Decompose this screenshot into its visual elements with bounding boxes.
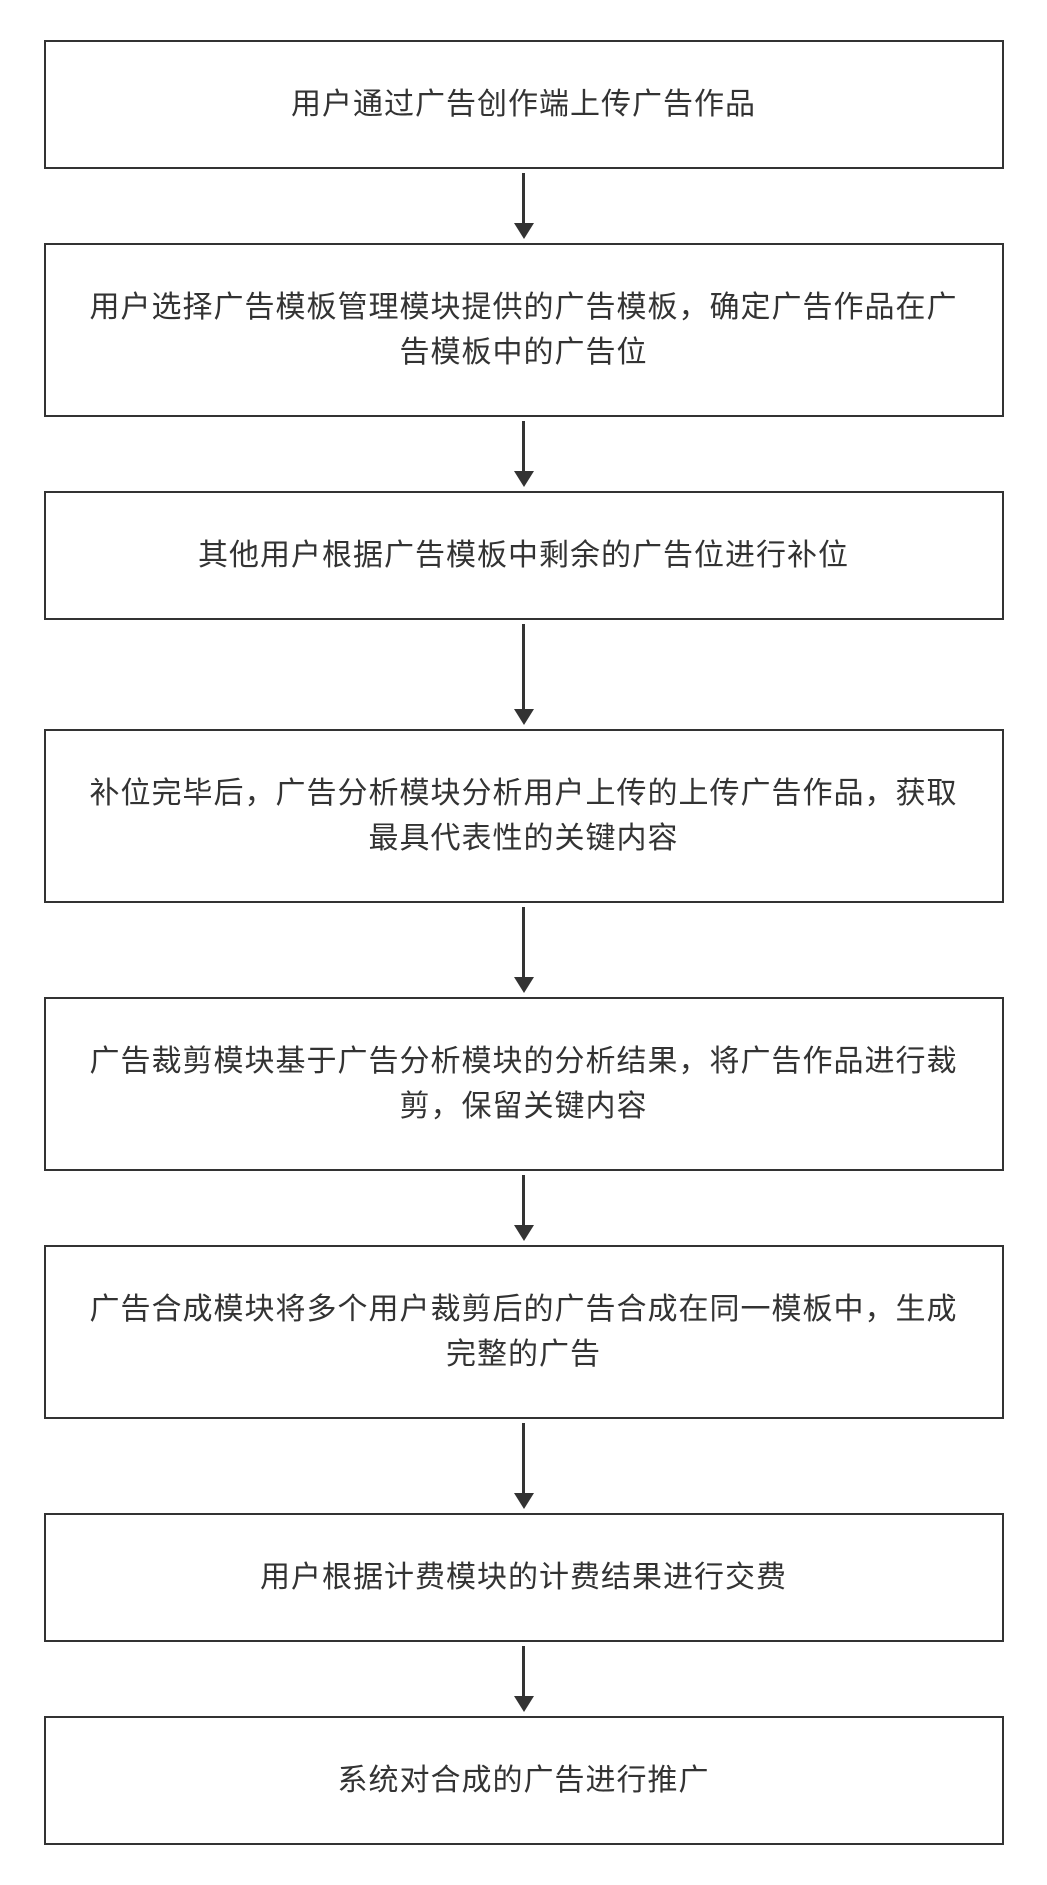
arrow-line	[522, 1646, 525, 1696]
arrow-head	[514, 1493, 534, 1509]
arrow-head	[514, 223, 534, 239]
flowchart-step-text: 广告裁剪模块基于广告分析模块的分析结果，将广告作品进行裁剪，保留关键内容	[76, 1039, 972, 1129]
flowchart-step-5: 广告裁剪模块基于广告分析模块的分析结果，将广告作品进行裁剪，保留关键内容	[44, 997, 1004, 1171]
arrow-down-icon	[514, 1423, 534, 1509]
flowchart-step-text: 其他用户根据广告模板中剩余的广告位进行补位	[198, 533, 849, 578]
flowchart-step-text: 用户通过广告创作端上传广告作品	[291, 82, 756, 127]
arrow-down-icon	[514, 1646, 534, 1712]
arrow-line	[522, 907, 525, 977]
flowchart-step-3: 其他用户根据广告模板中剩余的广告位进行补位	[44, 491, 1004, 620]
flowchart-step-6: 广告合成模块将多个用户裁剪后的广告合成在同一模板中，生成完整的广告	[44, 1245, 1004, 1419]
flowchart-step-8: 系统对合成的广告进行推广	[44, 1716, 1004, 1845]
flowchart-step-text: 系统对合成的广告进行推广	[338, 1758, 710, 1803]
flowchart-step-1: 用户通过广告创作端上传广告作品	[44, 40, 1004, 169]
flowchart-step-7: 用户根据计费模块的计费结果进行交费	[44, 1513, 1004, 1642]
arrow-head	[514, 1696, 534, 1712]
flowchart-step-text: 用户选择广告模板管理模块提供的广告模板，确定广告作品在广告模板中的广告位	[76, 285, 972, 375]
arrow-down-icon	[514, 421, 534, 487]
arrow-line	[522, 1423, 525, 1493]
flowchart-step-text: 用户根据计费模块的计费结果进行交费	[260, 1555, 787, 1600]
arrow-down-icon	[514, 624, 534, 725]
arrow-line	[522, 1175, 525, 1225]
arrow-line	[522, 173, 525, 223]
flowchart-step-text: 补位完毕后，广告分析模块分析用户上传的上传广告作品，获取最具代表性的关键内容	[76, 771, 972, 861]
arrow-head	[514, 977, 534, 993]
arrow-line	[522, 624, 525, 709]
flowchart-container: 用户通过广告创作端上传广告作品用户选择广告模板管理模块提供的广告模板，确定广告作…	[44, 40, 1004, 1845]
flowchart-step-4: 补位完毕后，广告分析模块分析用户上传的上传广告作品，获取最具代表性的关键内容	[44, 729, 1004, 903]
arrow-head	[514, 709, 534, 725]
arrow-head	[514, 471, 534, 487]
flowchart-step-text: 广告合成模块将多个用户裁剪后的广告合成在同一模板中，生成完整的广告	[76, 1287, 972, 1377]
arrow-head	[514, 1225, 534, 1241]
flowchart-step-2: 用户选择广告模板管理模块提供的广告模板，确定广告作品在广告模板中的广告位	[44, 243, 1004, 417]
arrow-down-icon	[514, 1175, 534, 1241]
arrow-down-icon	[514, 907, 534, 993]
arrow-line	[522, 421, 525, 471]
arrow-down-icon	[514, 173, 534, 239]
